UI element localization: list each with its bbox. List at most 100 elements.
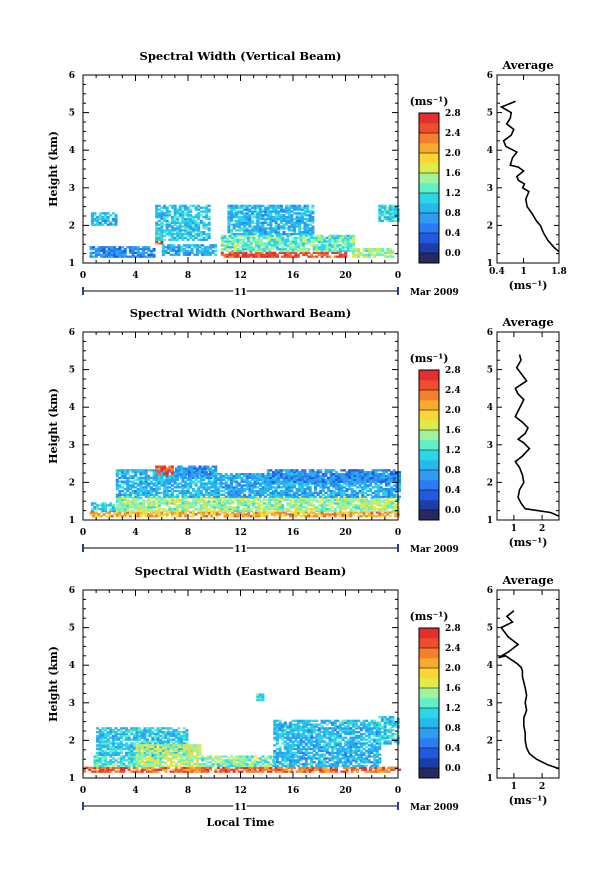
heatmap-cell [91,508,94,510]
heatmap-cell [363,254,366,256]
heatmap-cell [336,256,339,258]
heatmap-cell [293,492,296,494]
heatmap-cell [296,205,299,207]
heatmap-cell [91,771,94,773]
heatmap-cell [160,508,163,510]
heatmap-cell [288,205,291,207]
heatmap-cell [208,500,211,502]
heatmap-cell [90,246,93,248]
heatmap-cell [243,484,246,486]
heatmap-cell [252,254,255,256]
heatmap-cell [365,515,368,517]
date-label: Mar 2009 [410,545,459,555]
heatmap-cell [363,499,366,501]
heatmap-cell [298,212,301,214]
heatmap-cell [381,248,384,250]
heatmap-cell [284,248,287,250]
heatmap-cell [174,508,177,510]
heatmap-cell [389,511,392,513]
heatmap-cell [355,504,358,506]
heatmap-cell [112,212,115,214]
heatmap-cell [189,502,192,504]
heatmap-cell [311,492,314,494]
heatmap-cell [181,205,184,207]
heatmap-cell [374,469,377,471]
heatmap-cell [132,475,135,477]
heatmap-cell [344,235,347,237]
avg-frame-0 [497,75,559,263]
heatmap-cell [100,246,103,248]
heatmap-cell [103,246,106,248]
heatmap-cell [199,466,202,468]
heatmap-cell [367,494,370,496]
heatmap-cell [115,771,118,773]
heatmap-cell [322,479,325,481]
heatmap-cell [171,205,174,207]
heatmap-cell [208,209,211,211]
heatmap-cell [304,488,307,490]
heatmap-cell [384,499,387,501]
heatmap-cell [325,469,328,471]
heatmap-cell [313,504,316,506]
heatmap-cell [111,246,114,248]
heatmap-cell [214,244,217,246]
heatmap-cell [286,244,289,246]
heatmap-cell [356,769,359,771]
heatmap-cell [314,477,317,479]
heatmap-cell [126,246,129,248]
heatmap-cell [293,475,296,477]
heatmap-cell [334,502,337,504]
heatmap-cell [195,214,198,216]
heatmap-cell [388,767,391,769]
heatmap-cell [241,484,244,486]
heatmap-cell [229,506,232,508]
heatmap-cell [390,471,393,473]
heatmap-cell [221,248,224,250]
heatmap-cell [129,510,132,512]
heatmap-cell [86,767,89,769]
heatmap-cell [205,233,208,235]
heatmap-cell [222,486,225,488]
heatmap-cell [335,479,338,481]
heatmap-cell [369,494,372,496]
heatmap-cell [325,492,328,494]
heatmap-cell [267,222,270,224]
heatmap-cell [234,513,237,515]
heatmap-cell [229,246,232,248]
heatmap-cell [376,511,379,513]
heatmap-cell [315,513,318,515]
heatmap-cell [360,252,363,254]
heatmap-cell [147,475,150,477]
heatmap-cell [328,504,331,506]
heatmap-cell [158,492,161,494]
heatmap-cell [364,479,367,481]
heatmap-cell [248,473,251,475]
heatmap-cell [197,481,200,483]
heatmap-cell [121,494,124,496]
heatmap-cell [378,508,381,510]
heatmap-cell [302,510,305,512]
heatmap-cell [272,471,275,473]
heatmap-cell [202,494,205,496]
heatmap-cell [318,508,321,510]
heatmap-cell [251,225,254,227]
heatmap-cell [255,506,258,508]
heatmap-cell [227,475,230,477]
heatmap-cell [296,469,299,471]
heatmap-cell [187,207,190,209]
avg-y-tick-label: 6 [487,328,493,338]
heatmap-cell [132,490,135,492]
heatmap-cell [168,205,171,207]
colorbar-segment [419,223,439,233]
heatmap-cell [107,761,110,763]
heatmap-cell [298,205,301,207]
heatmap-cell [158,227,161,229]
heatmap-cell [280,214,283,216]
avg-profile-line [501,101,559,251]
heatmap-cell [112,504,115,506]
heatmap-cell [132,510,135,512]
heatmap-cell [153,488,156,490]
heatmap-cell [155,235,158,237]
heatmap-cell [158,212,161,214]
x-tick-label: 20 [339,271,352,281]
